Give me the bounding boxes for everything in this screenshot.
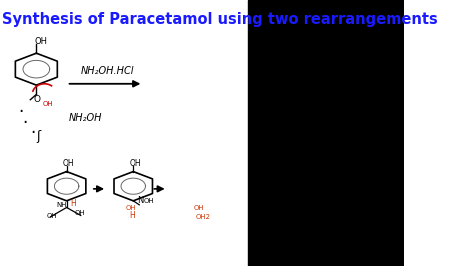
Text: OH: OH xyxy=(42,101,53,107)
Text: .: . xyxy=(30,119,36,137)
Text: NH₂OH: NH₂OH xyxy=(69,113,102,123)
Bar xyxy=(248,0,404,266)
Text: N: N xyxy=(206,201,212,210)
Text: NH₂OH.HCl: NH₂OH.HCl xyxy=(80,66,134,77)
Text: OH: OH xyxy=(34,37,47,46)
Text: OH: OH xyxy=(75,210,85,217)
Text: H: H xyxy=(129,211,135,220)
Text: OH2: OH2 xyxy=(196,214,211,221)
Text: H: H xyxy=(71,199,76,208)
Text: OH: OH xyxy=(214,202,225,208)
Text: H: H xyxy=(208,195,214,204)
Text: O: O xyxy=(33,95,40,105)
Text: oⁿ: oⁿ xyxy=(196,66,207,77)
Text: Synthesis of Paracetamol using two rearrangements: Synthesis of Paracetamol using two rearr… xyxy=(2,12,438,27)
Text: NH: NH xyxy=(56,202,67,209)
Text: N: N xyxy=(137,197,144,206)
Text: ʃ: ʃ xyxy=(36,130,41,143)
Text: ·: · xyxy=(22,114,27,132)
Text: OH: OH xyxy=(125,205,136,211)
Text: OH: OH xyxy=(46,213,57,219)
Text: OH: OH xyxy=(63,159,74,168)
Text: OH: OH xyxy=(198,159,210,168)
Text: OH: OH xyxy=(143,198,154,204)
Text: ·: · xyxy=(18,103,23,121)
Text: OH: OH xyxy=(194,205,204,211)
Text: OH: OH xyxy=(129,159,141,168)
